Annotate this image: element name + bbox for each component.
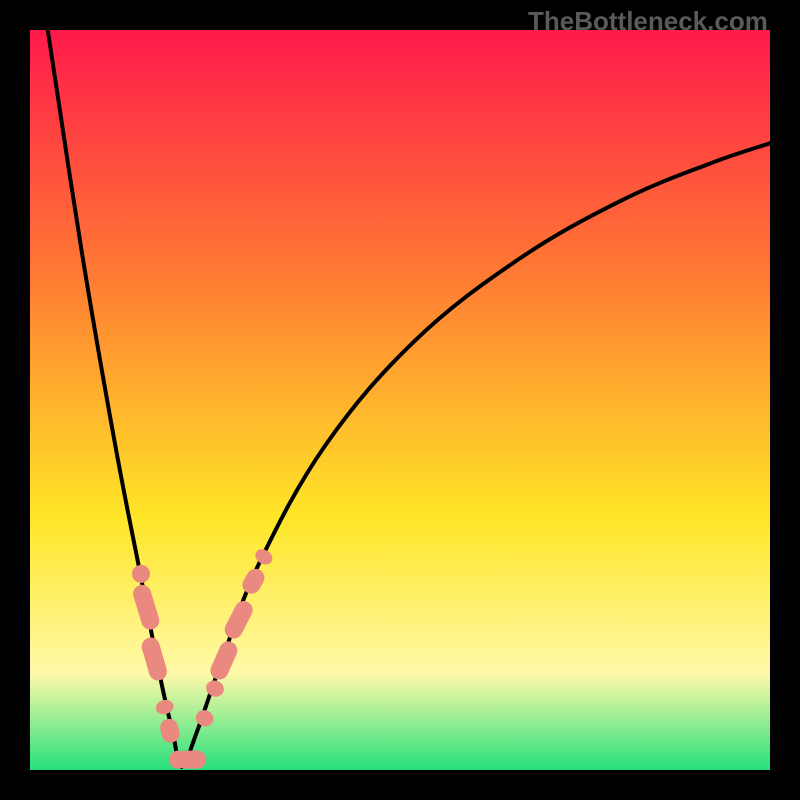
curve-marker	[239, 566, 268, 598]
curve-marker	[176, 751, 206, 769]
curve-marker	[204, 678, 227, 700]
curve-marker	[140, 635, 169, 682]
curve-layer	[0, 0, 800, 800]
curve-marker	[154, 698, 175, 716]
curve-marker	[131, 583, 162, 632]
curve-marker	[158, 717, 181, 745]
curve-marker	[193, 708, 216, 729]
curve-marker	[208, 639, 241, 683]
curve-marker	[130, 563, 153, 586]
curve-marker	[222, 598, 256, 642]
